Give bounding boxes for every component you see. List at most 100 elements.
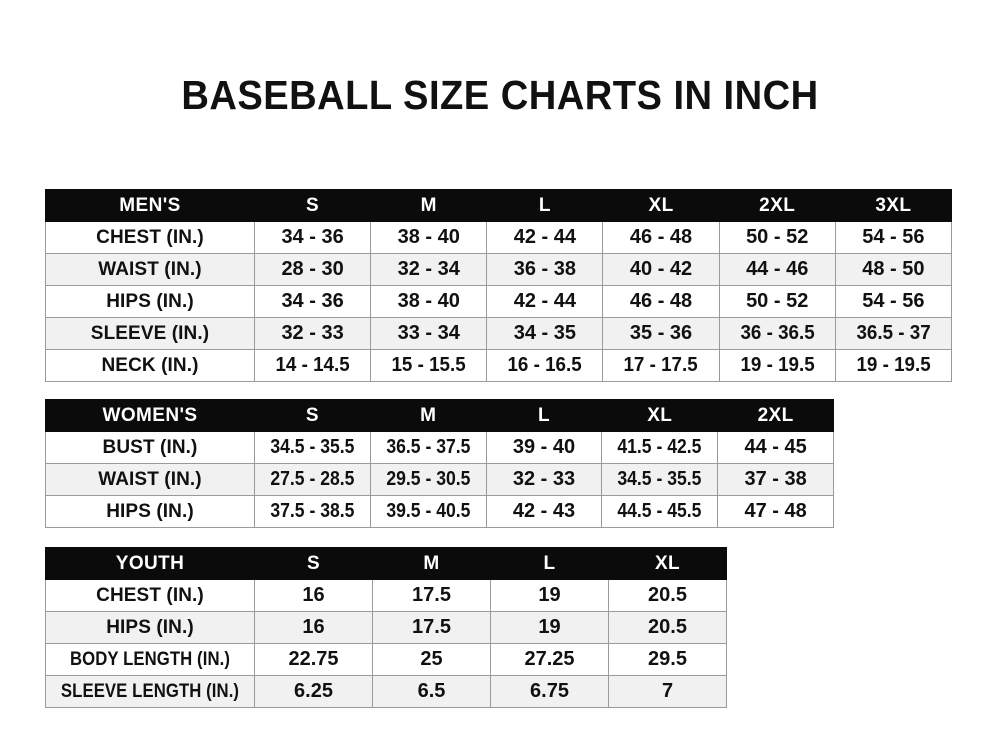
table-row: HIPS (IN.) 34 - 36 38 - 40 42 - 44 46 - 48 50…	[45, 285, 952, 318]
measurement-value: 38 - 40	[370, 285, 488, 318]
table-row: NECK (IN.) 14 - 14.5 15 - 15.5 16 - 16.5 17 …	[45, 349, 952, 382]
measurement-value: 34.5 - 35.5	[601, 463, 719, 496]
measurement-value: 29.5	[608, 643, 727, 676]
size-header-2xl: 2XL	[717, 399, 834, 432]
measurement-value: 34.5 - 35.5	[254, 431, 371, 464]
measurement-value: 6.75	[490, 675, 609, 708]
size-header-xl: XL	[602, 189, 720, 222]
measurement-label: CHEST (IN.)	[45, 579, 255, 612]
table-row: SLEEVE (IN.) 32 - 33 33 - 34 34 - 35 35 - 36…	[45, 317, 952, 350]
measurement-value: 41.5 - 42.5	[601, 431, 719, 464]
measurement-value: 39 - 40	[485, 431, 603, 464]
measurement-value: 16	[254, 611, 373, 644]
size-header-2xl: 2XL	[718, 189, 836, 222]
measurement-value: 50 - 52	[718, 221, 836, 254]
size-header-m: M	[369, 399, 487, 432]
measurement-value: 25	[372, 643, 491, 676]
table-header-row: MEN'S S M L XL 2XL 3XL	[45, 189, 952, 222]
size-header-3xl: 3XL	[834, 189, 952, 222]
measurement-value: 19	[490, 611, 609, 644]
measurement-value: 27.25	[490, 643, 609, 676]
measurement-value: 32 - 33	[485, 463, 603, 496]
measurement-value: 19 - 19.5	[718, 349, 836, 382]
category-header-mens: MEN'S	[45, 189, 255, 222]
measurement-value: 17.5	[372, 579, 491, 612]
measurement-value: 42 - 43	[485, 495, 603, 528]
measurement-value: 40 - 42	[602, 253, 720, 286]
measurement-value: 20.5	[608, 579, 727, 612]
measurement-label: HIPS (IN.)	[45, 285, 255, 318]
measurement-value: 16 - 16.5	[486, 349, 604, 382]
measurement-label: NECK (IN.)	[45, 349, 255, 382]
size-header-l: L	[490, 547, 609, 580]
measurement-value: 19	[490, 579, 609, 612]
measurement-value: 44 - 46	[718, 253, 836, 286]
measurement-value: 42 - 44	[486, 221, 604, 254]
measurement-value: 16	[254, 579, 373, 612]
measurement-label: BUST (IN.)	[45, 431, 255, 464]
table-row: WAIST (IN.) 27.5 - 28.5 29.5 - 30.5 32 - 33…	[45, 463, 834, 496]
measurement-label: WAIST (IN.)	[45, 463, 255, 496]
measurement-value: 44 - 45	[717, 431, 834, 464]
size-header-l: L	[485, 399, 603, 432]
measurement-label: SLEEVE (IN.)	[45, 317, 255, 350]
table-row: WAIST (IN.) 28 - 30 32 - 34 36 - 38 40 - 42 4…	[45, 253, 952, 286]
table-row: BUST (IN.) 34.5 - 35.5 36.5 - 37.5 39 - 40 4…	[45, 431, 834, 464]
measurement-value: 34 - 36	[253, 285, 372, 318]
category-header-womens: WOMEN'S	[45, 399, 255, 432]
page-title: BASEBALL SIZE CHARTS IN INCH	[181, 72, 819, 118]
measurement-value: 33 - 34	[370, 317, 488, 350]
size-header-s: S	[254, 399, 371, 432]
measurement-value: 35 - 36	[602, 317, 720, 350]
measurement-value: 36.5 - 37.5	[369, 431, 487, 464]
measurement-value: 37.5 - 38.5	[254, 495, 371, 528]
measurement-value: 27.5 - 28.5	[254, 463, 371, 496]
measurement-label: SLEEVE LENGTH (IN.)	[45, 675, 255, 708]
measurement-value: 19 - 19.5	[834, 349, 952, 382]
measurement-value: 39.5 - 40.5	[369, 495, 487, 528]
measurement-value: 46 - 48	[602, 285, 720, 318]
category-header-youth: YOUTH	[45, 547, 255, 580]
table-row: HIPS (IN.) 37.5 - 38.5 39.5 - 40.5 42 - 43 4…	[45, 495, 834, 528]
measurement-value: 36 - 38	[486, 253, 604, 286]
measurement-value: 15 - 15.5	[370, 349, 488, 382]
measurement-value: 50 - 52	[718, 285, 836, 318]
measurement-label: WAIST (IN.)	[45, 253, 255, 286]
mens-size-table: MEN'S S M L XL 2XL 3XL CHEST (IN.) 34 - 36 38 - 4…	[45, 189, 952, 382]
measurement-value: 6.25	[254, 675, 373, 708]
measurement-value: 46 - 48	[602, 221, 720, 254]
youth-size-table: YOUTH S M L XL CHEST (IN.) 16 17.5 19 20.5 HIPS (I…	[45, 547, 727, 708]
table-row: HIPS (IN.) 16 17.5 19 20.5	[45, 611, 727, 644]
measurement-value: 28 - 30	[253, 253, 372, 286]
measurement-value: 34 - 36	[253, 221, 372, 254]
measurement-value: 20.5	[608, 611, 727, 644]
measurement-value: 34 - 35	[486, 317, 604, 350]
size-header-s: S	[254, 547, 373, 580]
measurement-value: 14 - 14.5	[253, 349, 372, 382]
measurement-value: 7	[608, 675, 727, 708]
table-row: SLEEVE LENGTH (IN.) 6.25 6.5 6.75 7	[45, 675, 727, 708]
measurement-value: 47 - 48	[717, 495, 834, 528]
measurement-value: 32 - 33	[253, 317, 372, 350]
measurement-value: 37 - 38	[717, 463, 834, 496]
measurement-label: HIPS (IN.)	[45, 495, 255, 528]
table-row: BODY LENGTH (IN.) 22.75 25 27.25 29.5	[45, 643, 727, 676]
measurement-value: 44.5 - 45.5	[601, 495, 719, 528]
measurement-label: HIPS (IN.)	[45, 611, 255, 644]
measurement-value: 32 - 34	[370, 253, 488, 286]
measurement-value: 54 - 56	[834, 285, 952, 318]
table-header-row: YOUTH S M L XL	[45, 547, 727, 580]
measurement-value: 36 - 36.5	[718, 317, 836, 350]
measurement-label: BODY LENGTH (IN.)	[45, 643, 255, 676]
measurement-value: 54 - 56	[834, 221, 952, 254]
measurement-value: 36.5 - 37	[834, 317, 952, 350]
size-header-m: M	[372, 547, 491, 580]
measurement-value: 29.5 - 30.5	[369, 463, 487, 496]
size-header-xl: XL	[601, 399, 719, 432]
size-header-s: S	[253, 189, 372, 222]
table-header-row: WOMEN'S S M L XL 2XL	[45, 399, 834, 432]
womens-size-table: WOMEN'S S M L XL 2XL BUST (IN.) 34.5 - 35.5 36.5…	[45, 399, 834, 528]
measurement-value: 22.75	[254, 643, 373, 676]
measurement-value: 38 - 40	[370, 221, 488, 254]
